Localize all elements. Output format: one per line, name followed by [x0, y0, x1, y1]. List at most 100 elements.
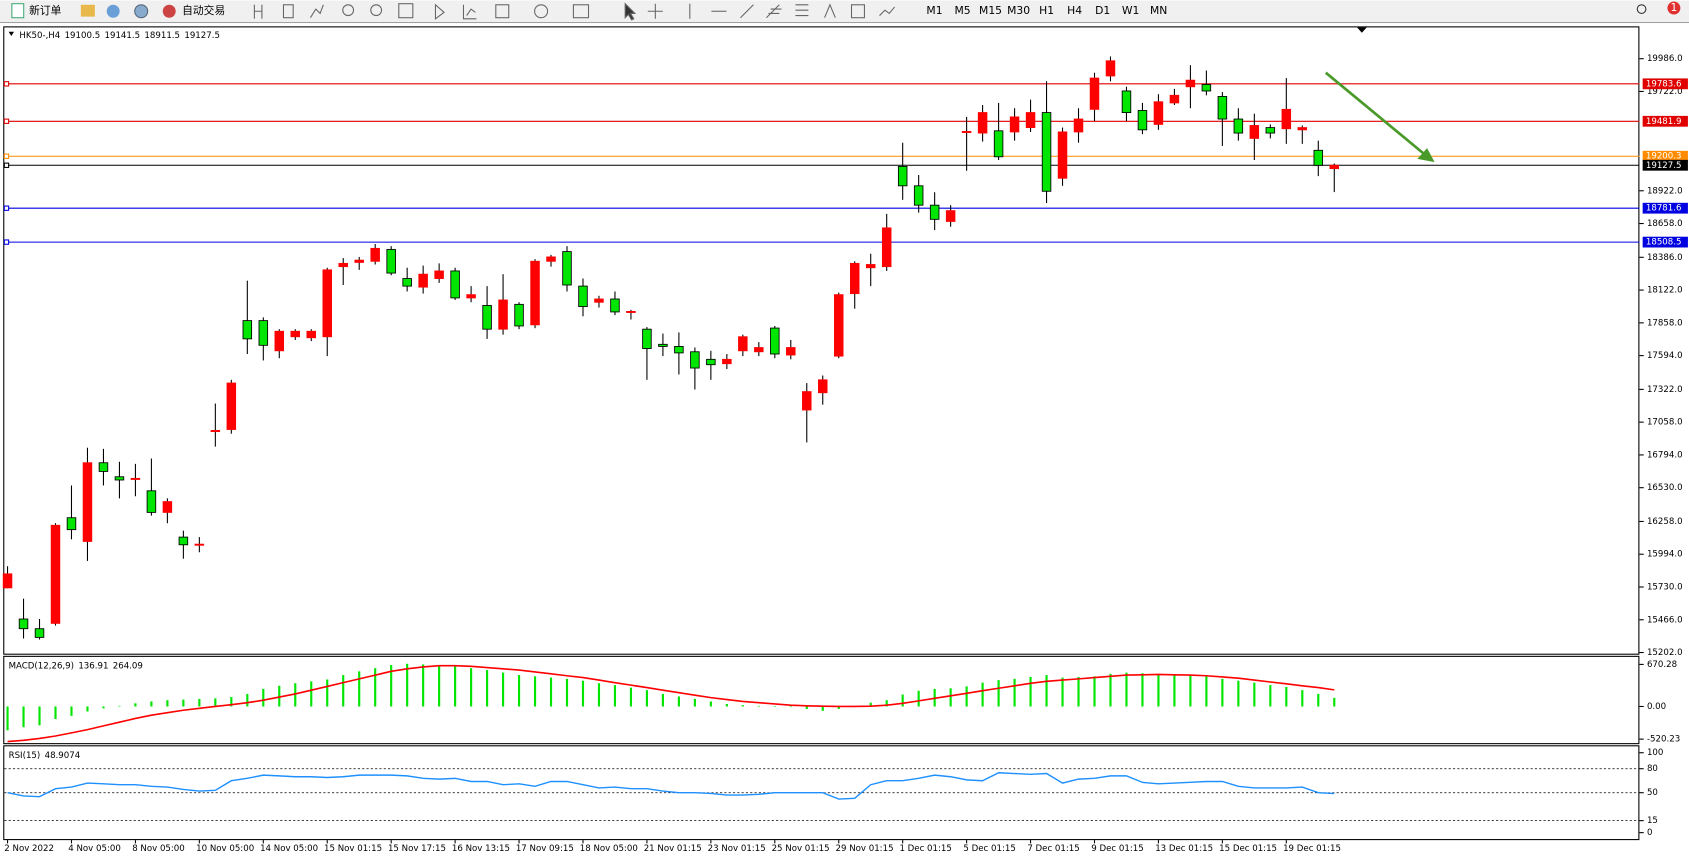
- main-chart: 19986.0 19722.0 18922.0 18658.0 18386.0 18122…: [2, 30, 1688, 658]
- candle-body: [913, 185, 924, 206]
- panel-title: HK50-,H4 19100.5 19141.5 18911.5 19127.5: [19, 30, 220, 40]
- icon[interactable]: [106, 4, 120, 18]
- y-tick-label: 100: [1647, 748, 1663, 758]
- macd-bar: [1221, 678, 1224, 707]
- y-tick-label: 670.28: [1647, 660, 1677, 670]
- chart-window-bg: [0, 23, 1689, 860]
- icon[interactable]: [134, 4, 149, 19]
- icon[interactable]: [253, 4, 263, 19]
- icon[interactable]: [647, 3, 663, 19]
- candle-body: [306, 330, 316, 339]
- macd-bar: [38, 706, 41, 726]
- timeframe-button[interactable]: D1: [1095, 4, 1110, 17]
- x-tick-label: 10 Nov 05:00: [196, 844, 254, 854]
- icon[interactable]: [879, 6, 896, 16]
- icon[interactable]: [398, 3, 414, 19]
- macd-bar: [645, 690, 649, 707]
- price-level-tag: [1642, 78, 1688, 90]
- x-tick-label: 21 Nov 01:15: [644, 844, 702, 854]
- macd-bar: [917, 690, 920, 707]
- y-tick-label: 80: [1647, 764, 1658, 774]
- search-icon[interactable]: [1636, 4, 1647, 14]
- timeframe-button[interactable]: H1: [1039, 4, 1054, 17]
- timeframe-button[interactable]: MN: [1150, 4, 1167, 17]
- icon[interactable]: [282, 4, 294, 19]
- price-level-tag: [1642, 159, 1688, 171]
- icon[interactable]: [462, 4, 477, 20]
- candle-body: [1169, 94, 1180, 104]
- candle-body: [226, 382, 237, 430]
- rsi-line: [7, 772, 1335, 800]
- alert-count: 1: [1670, 1, 1677, 14]
- macd-bar: [1141, 673, 1144, 707]
- price-level-tag: [1642, 202, 1688, 214]
- icon[interactable]: [80, 4, 95, 17]
- y-tick-label: 16530.0: [1647, 483, 1683, 493]
- y-tick-label: 15: [1647, 816, 1658, 826]
- icon[interactable]: [370, 4, 383, 17]
- candle-body: [993, 130, 1004, 158]
- y-tick-label: 17594.0: [1647, 351, 1683, 361]
- candle-body: [1185, 79, 1196, 88]
- auto-trade-button[interactable]: 自动交易: [162, 4, 225, 18]
- alerts[interactable]: 1: [1667, 1, 1681, 15]
- new-order-button[interactable]: 新订单: [11, 3, 62, 19]
- candle-body: [865, 264, 876, 269]
- icon[interactable]: [342, 4, 355, 17]
- x-tick-label: 19 Dec 01:15: [1283, 844, 1341, 854]
- icon[interactable]: [572, 4, 590, 19]
- icon[interactable]: [850, 4, 865, 19]
- timeframe-button[interactable]: M1: [926, 4, 942, 17]
- macd-bar: [1061, 677, 1064, 707]
- macd-bar: [1013, 678, 1016, 707]
- macd-bar: [565, 678, 569, 707]
- y-tick-label: 17858.0: [1647, 318, 1683, 328]
- candle-body: [210, 430, 221, 433]
- y-tick-label: 18922.0: [1647, 186, 1683, 196]
- icon[interactable]: [740, 4, 754, 19]
- candle-body: [1041, 112, 1052, 192]
- candle-body: [338, 262, 348, 268]
- timeframe-button[interactable]: M30: [1007, 4, 1030, 17]
- macd-bar: [597, 683, 601, 707]
- price-level-handle: [3, 81, 10, 87]
- candle-body: [690, 351, 700, 369]
- price-level-handle: [3, 153, 10, 159]
- candle-body: [929, 204, 940, 220]
- timeframe-button[interactable]: M5: [954, 4, 970, 17]
- candle-body: [1105, 60, 1116, 77]
- macd-bar: [1173, 675, 1176, 707]
- timeframe-button[interactable]: M15: [979, 4, 1002, 17]
- macd-bar: [725, 703, 728, 707]
- icon[interactable]: [624, 2, 637, 21]
- candle-body: [546, 256, 556, 262]
- candle-body: [290, 330, 301, 338]
- candle-body: [834, 294, 844, 357]
- candle-body: [274, 330, 285, 352]
- macd-bar: [1045, 675, 1048, 707]
- button-label: 新订单: [29, 4, 62, 17]
- icon[interactable]: [824, 3, 836, 18]
- timeframe-button[interactable]: H4: [1067, 4, 1082, 17]
- icon[interactable]: [795, 4, 809, 17]
- timeframe-button[interactable]: W1: [1122, 4, 1140, 17]
- icon[interactable]: [765, 4, 782, 19]
- macd-bar: [6, 706, 9, 731]
- candle-body: [1313, 149, 1324, 166]
- icon[interactable]: [495, 4, 510, 19]
- macd-bar: [342, 675, 345, 707]
- candle-body: [66, 517, 77, 531]
- candle-body: [945, 210, 956, 222]
- macd-bar: [901, 694, 904, 707]
- y-tick-label: 17322.0: [1647, 385, 1683, 395]
- icon[interactable]: [309, 4, 324, 19]
- icon[interactable]: [434, 3, 445, 20]
- macd-bar: [278, 685, 281, 707]
- candle-body: [802, 391, 812, 411]
- icon[interactable]: [534, 4, 549, 19]
- candle-body: [1121, 90, 1132, 114]
- price-level-label: 19127.5: [1646, 161, 1682, 171]
- macd-bar: [422, 664, 425, 707]
- x-tick-label: 15 Dec 01:15: [1219, 844, 1277, 854]
- y-tick-label: 15466.0: [1647, 615, 1683, 625]
